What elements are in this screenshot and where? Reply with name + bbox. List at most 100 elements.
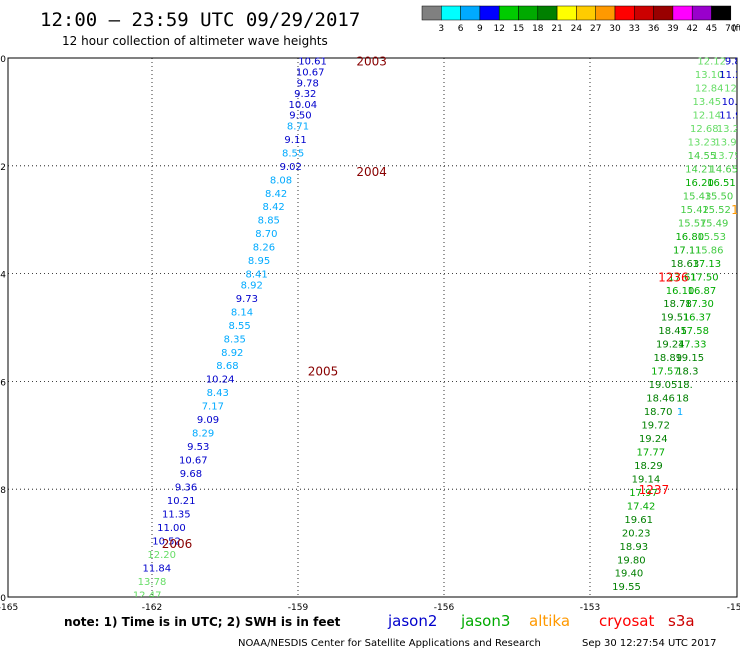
jason3-data-point: 19.40 [615, 569, 644, 580]
x-tick-label: -162 [142, 603, 162, 613]
colorbar-label: 39 [667, 24, 679, 34]
jason2-data-point: 8.29 [192, 429, 214, 440]
jason2-data-point: 9.68 [180, 469, 202, 480]
colorbar-label: 70 [725, 24, 737, 34]
legend-altika: altika [529, 612, 570, 630]
colorbar-label: 24 [571, 24, 583, 34]
jason3-data-point: 18.78 [663, 299, 692, 310]
colorbar-swatch [711, 5, 732, 21]
jason3-data-point: 18.70 [644, 407, 673, 418]
cryosat-data-point: 11.27 [719, 70, 740, 81]
x-tick-label: -165 [0, 603, 18, 613]
jason2-data-point: 8.55 [282, 148, 304, 159]
jason2-data-point: 8.71 [287, 121, 309, 132]
colorbar-swatch [576, 5, 596, 21]
colorbar-label: 9 [477, 24, 483, 34]
jason2-data-point: 9.73 [236, 294, 258, 305]
jason2-data-point: 7.17 [202, 402, 224, 413]
y-tick-label: -48 [0, 486, 6, 496]
colorbar-label: (ft) [732, 24, 740, 34]
jason3-data-point: 17.97 [629, 488, 658, 499]
jason2-data-point: 8.08 [270, 175, 292, 186]
chart-subtitle: 12 hour collection of altimeter wave hei… [62, 34, 328, 48]
footer-credit: NOAA/NESDIS Center for Satellite Applica… [238, 638, 541, 649]
jason3-data-point: 17.61 [668, 272, 697, 283]
jason3-data-point: 19.61 [624, 515, 653, 526]
footer-note: note: 1) Time is in UTC; 2) SWH is in fe… [64, 615, 341, 629]
legend-cryosat: cryosat [599, 612, 654, 630]
jason2-data-point: 10.21 [167, 496, 196, 507]
colorbar-swatch [614, 5, 635, 21]
colorbar-label: 27 [590, 24, 601, 34]
chart-title: 12:00 – 23:59 UTC 09/29/2017 [40, 9, 360, 31]
colorbar-swatch [518, 5, 539, 21]
jason2-data-point: 9.09 [197, 415, 219, 426]
cryosat-data-point: 13.75 [712, 151, 740, 162]
jason3-data-point: 18.63 [671, 259, 700, 270]
jason3-data-point: 18.46 [646, 394, 675, 405]
x-tick-label: -156 [434, 603, 455, 613]
colorbar-label: 18 [532, 24, 544, 34]
jason3-data-point: 18.89 [654, 353, 683, 364]
jason2-data-point: 8.43 [207, 388, 229, 399]
colorbar-swatch [460, 5, 481, 21]
jason2-data-point: 13.78 [138, 577, 167, 588]
cryosat-data-point: 17.13 [692, 259, 721, 270]
colorbar-swatch [595, 5, 616, 21]
cryosat-data-point: 1 [677, 407, 683, 418]
time-label: 2005 [308, 365, 339, 379]
cryosat-data-point: 10.70 [722, 97, 740, 108]
jason3-data-point: 19.05 [649, 380, 678, 391]
cryosat-data-point: 17.50 [690, 272, 719, 283]
x-tick-label: -159 [288, 603, 309, 613]
cryosat-data-point: 11.92 [719, 111, 740, 122]
jason3-data-point: 18.29 [634, 461, 663, 472]
colorbar-swatch [653, 5, 674, 21]
colorbar-swatch [441, 5, 461, 21]
jason3-data-point: 16.10 [666, 286, 695, 297]
legend-jason3: jason3 [460, 612, 510, 630]
jason2-data-point: 8.68 [216, 361, 238, 372]
jason2-data-point: 8.92 [221, 348, 243, 359]
jason3-data-point: 19.51 [661, 313, 690, 324]
jason2-data-point: 11.35 [162, 509, 191, 520]
data-layer: 10.6110.679.789.3210.049.508.719.118.559… [133, 55, 740, 597]
cryosat-data-point: 15.52 [702, 205, 731, 216]
cryosat-data-point: 15.50 [705, 191, 734, 202]
jason2-data-point: 8.14 [231, 307, 253, 318]
jason2-data-point: 9.11 [284, 135, 306, 146]
time-label: 1236 [658, 270, 689, 284]
y-tick-label: -44 [0, 271, 6, 281]
cryosat-data-point: 15.53 [697, 232, 726, 243]
jason2-data-point: 8.42 [265, 189, 287, 200]
jason3-data-point: 12.14 [692, 111, 721, 122]
jason2-data-point: 12.20 [147, 550, 176, 561]
jason3-data-point: 13.23 [688, 138, 717, 149]
jason3-data-point: 19.72 [641, 421, 670, 432]
jason2-data-point: 10.61 [298, 57, 327, 68]
time-label: 163 [731, 203, 740, 217]
cryosat-data-point: 13.29 [717, 124, 740, 135]
colorbar-label: 3 [438, 24, 444, 34]
cryosat-data-point: 17.58 [680, 326, 709, 337]
jason2-data-point: 10.04 [289, 100, 318, 111]
cryosat-data-point: 17.33 [678, 340, 707, 351]
jason3-data-point: 18.93 [619, 542, 648, 553]
colorbar-swatch [479, 5, 500, 21]
y-tick-label: -42 [0, 163, 6, 173]
cryosat-data-point: 9.82 [725, 57, 740, 68]
jason3-data-point: 17.57 [651, 367, 680, 378]
footer-timestamp: Sep 30 12:27:54 UTC 2017 [582, 638, 716, 649]
jason3-data-point: 15.42 [680, 205, 709, 216]
time-label: 2006 [162, 537, 193, 551]
time-label: 1237 [639, 483, 670, 497]
cryosat-data-point: 14.65 [710, 164, 739, 175]
jason3-data-point: 12.68 [690, 124, 719, 135]
jason2-data-point: 8.85 [258, 216, 280, 227]
colorbar-label: 30 [609, 24, 621, 34]
jason2-data-point: 9.02 [280, 162, 302, 173]
colorbar-label: 12 [493, 24, 504, 34]
colorbar-swatch [556, 5, 577, 21]
cryosat-data-point: 13.93 [714, 138, 740, 149]
cryosat-data-point: 18. [677, 380, 693, 391]
